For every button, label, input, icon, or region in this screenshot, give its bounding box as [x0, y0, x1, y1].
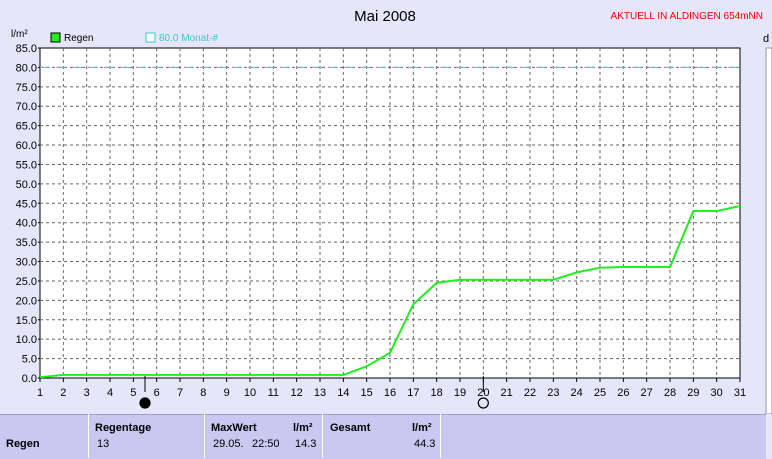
maxwert-header: MaxWert [211, 422, 257, 434]
station-label: AKTUELL IN ALDINGEN 654mNN [611, 11, 763, 22]
stats-row-label: Regen [6, 438, 40, 450]
y-tick-label: 45.0 [16, 198, 37, 210]
y-tick-labels: 0.0 5.0 10.0 15.0 20.0 25.0 30.0 35.0 40.0 45.0 50… [16, 43, 40, 385]
series-regen-line [39, 205, 741, 379]
y-tick-label: 70.0 [16, 101, 37, 113]
x-tick-label: 5 [130, 387, 136, 399]
new-moon-icon [139, 397, 151, 409]
legend-regen-label: Regen [64, 33, 93, 44]
regentage-value: 13 [97, 438, 110, 450]
y-tick-label: 55.0 [16, 159, 37, 171]
x-tick-label: 23 [547, 387, 559, 399]
y-tick-label: 20.0 [16, 295, 37, 307]
gesamt-unit: l/m² [412, 422, 432, 434]
y-tick-label: 30.0 [16, 257, 37, 269]
legend-regen-swatch [50, 32, 61, 43]
x-tick-label: 28 [664, 387, 676, 399]
x-tick-label: 6 [154, 387, 160, 399]
legend-monat-swatch [145, 32, 156, 43]
x-tick-label: 21 [501, 387, 513, 399]
y-tick-label: 65.0 [16, 121, 37, 133]
stats-col-maxwert: MaxWert l/m² 29.05. 22:50 14.3 [204, 414, 323, 458]
gesamt-value: 44.3 [414, 438, 436, 450]
x-tick-label: 17 [407, 387, 419, 399]
x-tick-label: 26 [617, 387, 629, 399]
x-tick-label: 16 [384, 387, 396, 399]
x-tick-label: 4 [107, 387, 113, 399]
y-axis-label: l/m² [11, 29, 28, 40]
y-tick-label: 35.0 [16, 237, 37, 249]
x-tick-label: 27 [641, 387, 653, 399]
x-tick-labels: 1 2 3 4 5 6 7 8 9 10 11 12 13 14 15 16 17 18 19 20 21 22 23 24 2… [37, 378, 746, 399]
stats-col-gesamt: Gesamt l/m² 44.3 [322, 414, 441, 458]
x-tick-label: 15 [361, 387, 373, 399]
y-tick-label: 10.0 [16, 334, 37, 346]
y-tick-label: 40.0 [16, 218, 37, 230]
x-tick-label: 13 [314, 387, 326, 399]
y-tick-label: 5.0 [22, 354, 37, 366]
right-axis-label: d [763, 33, 769, 45]
x-tick-label: 8 [200, 387, 206, 399]
x-tick-label: 12 [291, 387, 303, 399]
stats-panel [0, 414, 766, 459]
x-tick-label: 14 [337, 387, 349, 399]
x-tick-label: 9 [224, 387, 230, 399]
maxwert-unit: l/m² [293, 422, 313, 434]
x-tick-label: 19 [454, 387, 466, 399]
x-tick-label: 11 [268, 387, 279, 399]
x-tick-label: 30 [711, 387, 723, 399]
gesamt-header: Gesamt [330, 422, 371, 434]
moon-markers [139, 376, 489, 409]
x-tick-label: 24 [571, 387, 583, 399]
x-tick-label: 31 [734, 387, 746, 399]
x-tick-label: 29 [687, 387, 699, 399]
y-tick-label: 85.0 [16, 43, 37, 55]
chart-title: Mai 2008 [354, 8, 416, 25]
grid [40, 48, 740, 378]
regentage-header: Regentage [95, 422, 152, 434]
x-tick-label: 22 [524, 387, 536, 399]
maxwert-time: 22:50 [252, 438, 280, 450]
y-tick-label: 50.0 [16, 179, 37, 191]
y-tick-label: 60.0 [16, 140, 37, 152]
x-tick-label: 25 [594, 387, 606, 399]
y-tick-label: 75.0 [16, 82, 37, 94]
y-tick-label: 25.0 [16, 276, 37, 288]
x-tick-label: 3 [84, 387, 90, 399]
x-tick-label: 20 [477, 387, 489, 399]
x-tick-label: 7 [177, 387, 183, 399]
right-scrollbar[interactable] [765, 47, 772, 414]
legend-monat-label: 80.0 Monat-# [159, 33, 218, 44]
stats-col-empty [440, 414, 767, 458]
stats-col-regentage: Regentage 13 [88, 414, 205, 458]
x-tick-label: 10 [244, 387, 256, 399]
y-tick-label: 0.0 [22, 373, 37, 385]
y-tick-label: 15.0 [16, 315, 37, 327]
maxwert-value: 14.3 [295, 438, 317, 450]
stats-col-label: Regen [0, 414, 88, 458]
y-tick-label: 80.0 [16, 62, 37, 74]
x-tick-label: 18 [431, 387, 443, 399]
x-tick-label: 2 [60, 387, 66, 399]
full-moon-icon [477, 397, 489, 409]
maxwert-date: 29.05. [213, 438, 244, 450]
x-tick-label: 1 [37, 387, 43, 399]
rain-chart: 0.0 5.0 10.0 15.0 20.0 25.0 30.0 35.0 40.0 45.0 50… [11, 8, 772, 414]
